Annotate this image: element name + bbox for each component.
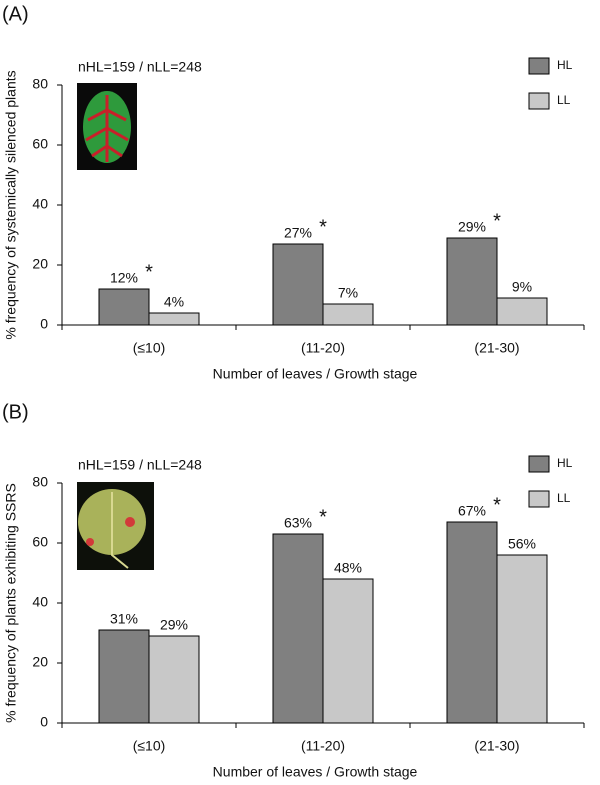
x-tick-label: (11-20) (301, 738, 345, 754)
legend-label: LL (557, 93, 571, 107)
value-label: 7% (338, 285, 358, 301)
y-axis-title: % frequency of systemically silenced pla… (3, 70, 19, 339)
y-tick-label: 60 (32, 136, 48, 152)
bar (496, 554, 548, 724)
value-label: 31% (110, 611, 138, 627)
bar (496, 297, 548, 326)
value-label: 9% (512, 279, 532, 295)
leaf-image-a (77, 83, 137, 170)
y-tick-label: 0 (40, 714, 48, 730)
value-label: 27% (284, 225, 312, 241)
y-tick-label: 20 (32, 654, 48, 670)
legend-label: HL (557, 456, 573, 470)
y-tick-label: 0 (40, 316, 48, 332)
panel-label: (A) (2, 3, 29, 25)
annotation: nHL=159 / nLL=248 (78, 457, 202, 473)
x-tick-label: (11-20) (301, 340, 345, 356)
y-axis-title: % frequency of plants exhibiting SSRS (3, 483, 19, 723)
x-axis-title: Number of leaves / Growth stage (213, 366, 418, 382)
significance-mark: * (319, 506, 327, 528)
value-label: 29% (160, 617, 188, 633)
value-label: 4% (164, 294, 184, 310)
legend-swatch (528, 92, 550, 110)
bar (322, 578, 374, 724)
value-label: 56% (508, 536, 536, 552)
bar (272, 243, 324, 326)
y-tick-label: 80 (32, 76, 48, 92)
y-tick-label: 40 (32, 196, 48, 212)
value-label: 48% (334, 560, 362, 576)
value-label: 29% (458, 219, 486, 235)
significance-mark: * (493, 210, 501, 232)
legend-swatch (528, 57, 550, 75)
bar (98, 288, 150, 326)
leaf-image-b (77, 482, 154, 570)
significance-mark: * (319, 216, 327, 238)
y-tick-label: 80 (32, 474, 48, 490)
significance-mark: * (145, 261, 153, 283)
bar (148, 635, 200, 724)
x-tick-label: (21-30) (474, 738, 519, 754)
panel-label: (B) (2, 401, 29, 423)
bar (98, 629, 150, 724)
legend-label: HL (557, 58, 573, 72)
y-tick-label: 20 (32, 256, 48, 272)
legend-swatch (528, 490, 550, 508)
legend-label: LL (557, 491, 571, 505)
bar (148, 312, 200, 326)
y-tick-label: 60 (32, 534, 48, 550)
annotation: nHL=159 / nLL=248 (78, 59, 202, 75)
y-tick-label: 40 (32, 594, 48, 610)
bar (446, 521, 498, 724)
value-label: 63% (284, 515, 312, 531)
x-tick-label: (≤10) (133, 738, 166, 754)
bar (446, 237, 498, 326)
value-label: 12% (110, 270, 138, 286)
bar (322, 303, 374, 326)
legend-swatch (528, 455, 550, 473)
significance-mark: * (493, 494, 501, 516)
x-tick-label: (≤10) (133, 340, 166, 356)
value-label: 67% (458, 503, 486, 519)
bar (272, 533, 324, 724)
x-tick-label: (21-30) (474, 340, 519, 356)
x-axis-title: Number of leaves / Growth stage (213, 764, 418, 780)
